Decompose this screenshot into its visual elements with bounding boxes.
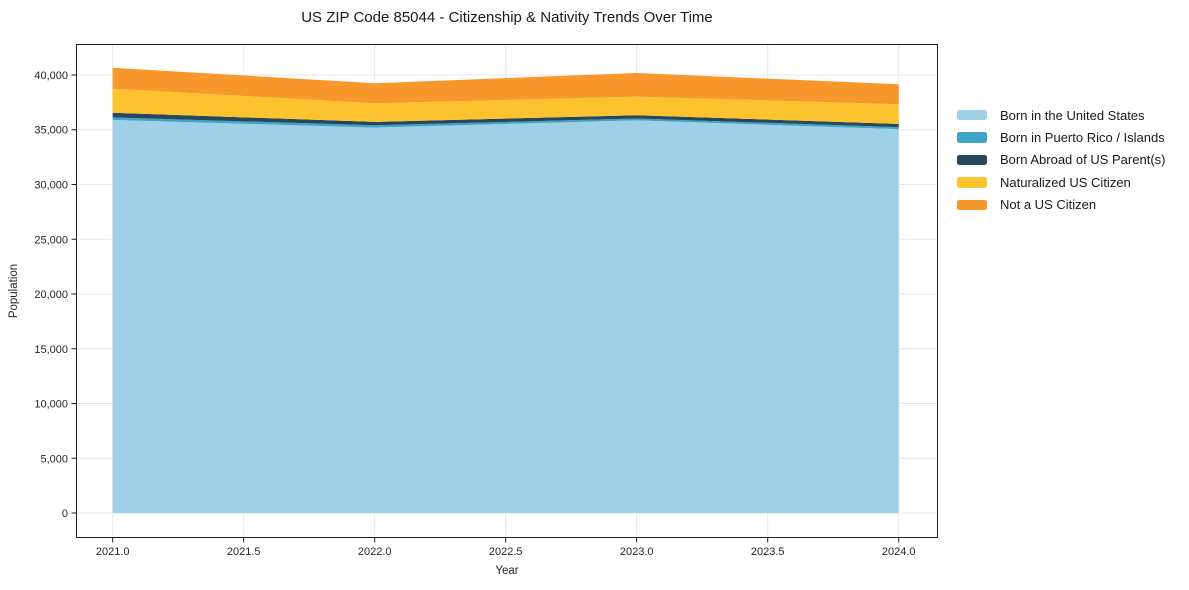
legend-swatch-naturalized: [957, 177, 987, 188]
y-tick-label: 30,000: [34, 179, 68, 191]
y-tick-label: 5,000: [40, 453, 68, 465]
legend-label: Not a US Citizen: [1000, 197, 1097, 213]
y-tick-label: 15,000: [34, 344, 68, 356]
y-tick-label: 40,000: [34, 70, 68, 82]
y-tick-label: 25,000: [34, 234, 68, 246]
legend-item-naturalized: Naturalized US Citizen: [957, 171, 1165, 193]
area-series-4: [112, 67, 899, 105]
y-axis-label: Population: [8, 263, 20, 319]
legend-label: Born Abroad of US Parent(s): [1000, 152, 1166, 168]
x-tick-label: 2022.5: [489, 546, 523, 558]
y-tick-label: 0: [62, 508, 68, 520]
y-tick-label: 35,000: [34, 125, 68, 137]
legend: Born in the United States Born in Puerto…: [957, 104, 1165, 216]
legend-swatch-not-citizen: [957, 199, 987, 210]
plot-spines: [76, 44, 938, 538]
legend-item-puerto-rico: Born in Puerto Rico / Islands: [957, 126, 1165, 148]
x-axis-label: Year: [495, 565, 519, 577]
area-series-2: [112, 112, 899, 128]
legend-swatch-born-us: [957, 109, 987, 121]
legend-item-not-citizen: Not a US Citizen: [957, 194, 1165, 216]
legend-label: Born in the United States: [1000, 107, 1145, 123]
area-series-1: [112, 117, 899, 130]
y-tick-label: 10,000: [34, 399, 68, 411]
legend-swatch-born-abroad: [957, 154, 987, 166]
chart-title: US ZIP Code 85044 - Citizenship & Nativi…: [301, 9, 713, 26]
x-tick-label: 2023.5: [751, 546, 785, 558]
x-tick-label: 2023.0: [620, 546, 654, 558]
area-series-3: [112, 88, 899, 124]
area-series-0: [112, 119, 899, 514]
x-tick-label: 2022.0: [358, 546, 392, 558]
legend-swatch-puerto-rico: [957, 132, 987, 143]
legend-label: Naturalized US Citizen: [1000, 174, 1131, 190]
y-tick-label: 20,000: [34, 289, 68, 301]
x-tick-label: 2024.0: [882, 546, 916, 558]
x-tick-label: 2021.5: [227, 546, 261, 558]
legend-item-born-us: Born in the United States: [957, 104, 1165, 126]
legend-item-born-abroad: Born Abroad of US Parent(s): [957, 149, 1165, 171]
legend-label: Born in Puerto Rico / Islands: [1000, 130, 1165, 146]
x-tick-label: 2021.0: [96, 546, 130, 558]
